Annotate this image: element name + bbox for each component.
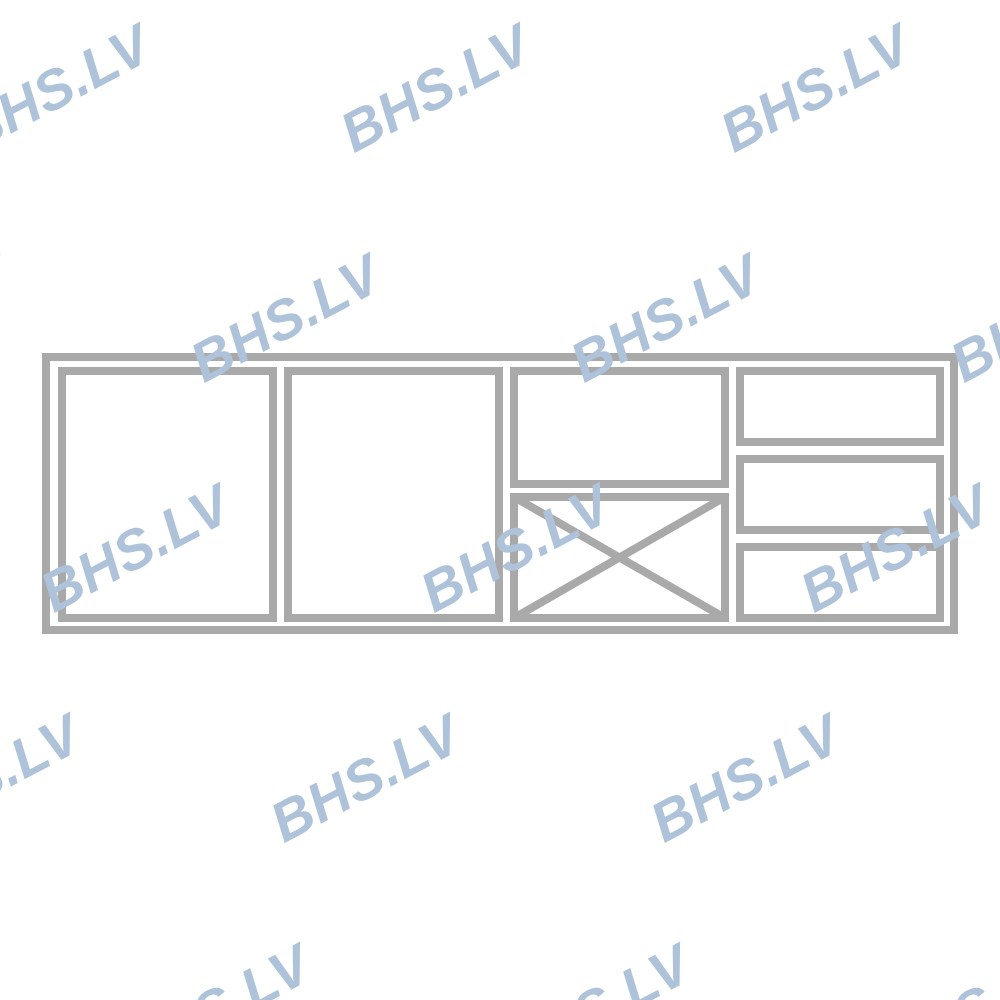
panel-4-row1 <box>740 371 940 442</box>
panel-2-large <box>288 371 499 618</box>
panel-4-row2 <box>740 459 940 530</box>
panel-3-top <box>514 371 725 484</box>
stage: BHS.LVBHS.LVBHS.LVBHS.LVBHS.LVBHS.LVBHS.… <box>0 0 1000 1000</box>
layout-diagram <box>0 0 1000 1000</box>
panel-1-large <box>62 371 273 618</box>
panel-4-row3 <box>740 547 940 618</box>
